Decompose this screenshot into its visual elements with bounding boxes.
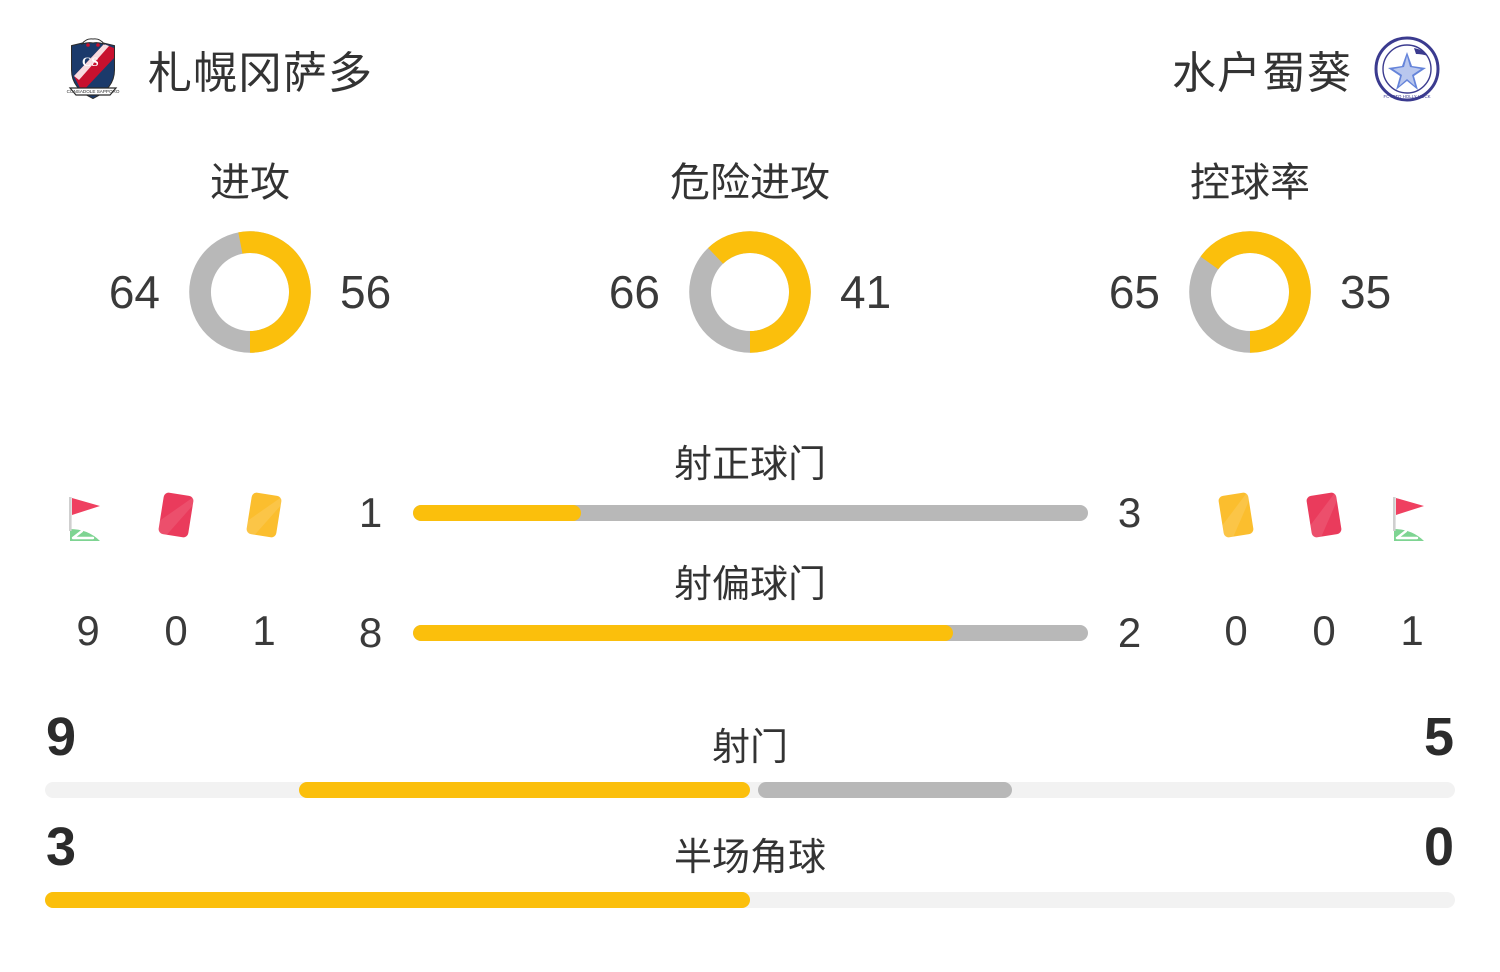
consadole-sapporo-crest-icon: CS CONSADOLE SAPPORO (60, 36, 126, 102)
donut-possession-away-value: 35 (1340, 266, 1392, 318)
total-shots-away-value: 5 (1423, 707, 1454, 767)
stat-row-total-shots: 9 射门 5 (0, 700, 1500, 810)
away-red-cards-value: 0 (1312, 607, 1336, 654)
donut-possession-chart (1189, 231, 1311, 353)
donut-dangerous-attacks: 危险进攻 66 41 (500, 150, 1000, 400)
corner-flag-icon (60, 483, 116, 543)
stat-label-halftime-corners: 半场角球 (673, 837, 826, 879)
donut-dangerous-attacks-label: 危险进攻 (670, 161, 830, 205)
shots-off-target-bar (412, 625, 1088, 641)
home-team-name: 札幌冈萨多 (148, 48, 373, 98)
yellow-card-icon (236, 483, 292, 543)
away-corners-value: 1 (1400, 607, 1424, 654)
donut-dangerous-attacks-home-value: 66 (608, 266, 660, 318)
halftime-corners-bar (45, 892, 1455, 908)
donut-stats-row: 进攻 64 56 危险进攻 66 41 控球率 (0, 150, 1500, 400)
home-yellow-cards-value: 1 (252, 607, 276, 654)
donut-dangerous-attacks-away-value: 41 (840, 266, 892, 318)
donut-attacks-chart (189, 231, 311, 353)
donut-dangerous-attacks-chart (689, 231, 811, 353)
total-shots-bar (45, 782, 1455, 798)
away-yellow-cards-value: 0 (1224, 607, 1248, 654)
away-team[interactable]: 水户蜀葵 FC MITO HOLLY HOCK (1172, 36, 1440, 102)
home-discipline-values: 9 0 1 (60, 607, 292, 655)
stat-label-shots-on-target: 射正球门 (673, 444, 826, 486)
donut-attacks-label: 进攻 (210, 161, 290, 205)
home-red-cards-value: 0 (164, 607, 188, 654)
away-team-name: 水户蜀葵 (1172, 48, 1352, 98)
mito-hollyhock-crest-icon: FC MITO HOLLY HOCK (1374, 36, 1440, 102)
away-discipline-icons (1208, 483, 1440, 543)
donut-attacks-away-value: 56 (340, 266, 392, 318)
shots-on-target-home-value: 1 (358, 489, 383, 536)
halftime-corners-away-value: 0 (1423, 817, 1454, 877)
home-corners-value: 9 (76, 607, 100, 654)
svg-text:CS: CS (82, 54, 99, 69)
red-card-icon (148, 483, 204, 543)
shots-off-target-home-value: 8 (358, 609, 383, 656)
yellow-card-icon (1208, 483, 1264, 543)
red-card-icon (1296, 483, 1352, 543)
shots-on-target-bar (412, 505, 1088, 521)
donut-possession-label: 控球率 (1190, 161, 1310, 205)
shots-off-target-away-value: 2 (1117, 609, 1142, 656)
corner-flag-icon (1384, 483, 1440, 543)
total-shots-away-fill (758, 782, 1012, 798)
stat-row-halftime-corners: 3 半场角球 0 (0, 810, 1500, 920)
svg-text:FC MITO HOLLY HOCK: FC MITO HOLLY HOCK (1383, 94, 1430, 99)
shots-on-target-home-fill (412, 505, 582, 521)
teams-header: CS CONSADOLE SAPPORO 札幌冈萨多 水户蜀葵 (0, 0, 1500, 137)
donut-attacks-home-value: 64 (108, 266, 160, 318)
stat-row-shots-on-target: 射正球门 1 3 (0, 425, 1500, 545)
stat-label-shots-off-target: 射偏球门 (673, 564, 826, 606)
away-discipline-values: 0 0 1 (1208, 607, 1440, 655)
donut-possession: 控球率 65 35 (1000, 150, 1500, 400)
total-shots-home-fill (298, 782, 750, 798)
stat-row-shots-off-target: 9 0 1 射偏球门 8 2 0 0 1 (0, 545, 1500, 665)
home-team[interactable]: CS CONSADOLE SAPPORO 札幌冈萨多 (60, 36, 373, 102)
shots-off-target-home-fill (412, 625, 953, 641)
shots-on-target-away-value: 3 (1117, 489, 1142, 536)
stat-label-total-shots: 射门 (711, 727, 788, 769)
halftime-corners-home-fill (45, 892, 750, 908)
mid-stats: 射正球门 1 3 (0, 425, 1500, 665)
donut-possession-home-value: 65 (1108, 266, 1160, 318)
donut-attacks: 进攻 64 56 (0, 150, 500, 400)
svg-text:CONSADOLE SAPPORO: CONSADOLE SAPPORO (67, 89, 120, 94)
total-shots-home-value: 9 (46, 707, 77, 767)
halftime-corners-home-value: 3 (46, 817, 77, 877)
home-discipline-icons (60, 483, 292, 543)
